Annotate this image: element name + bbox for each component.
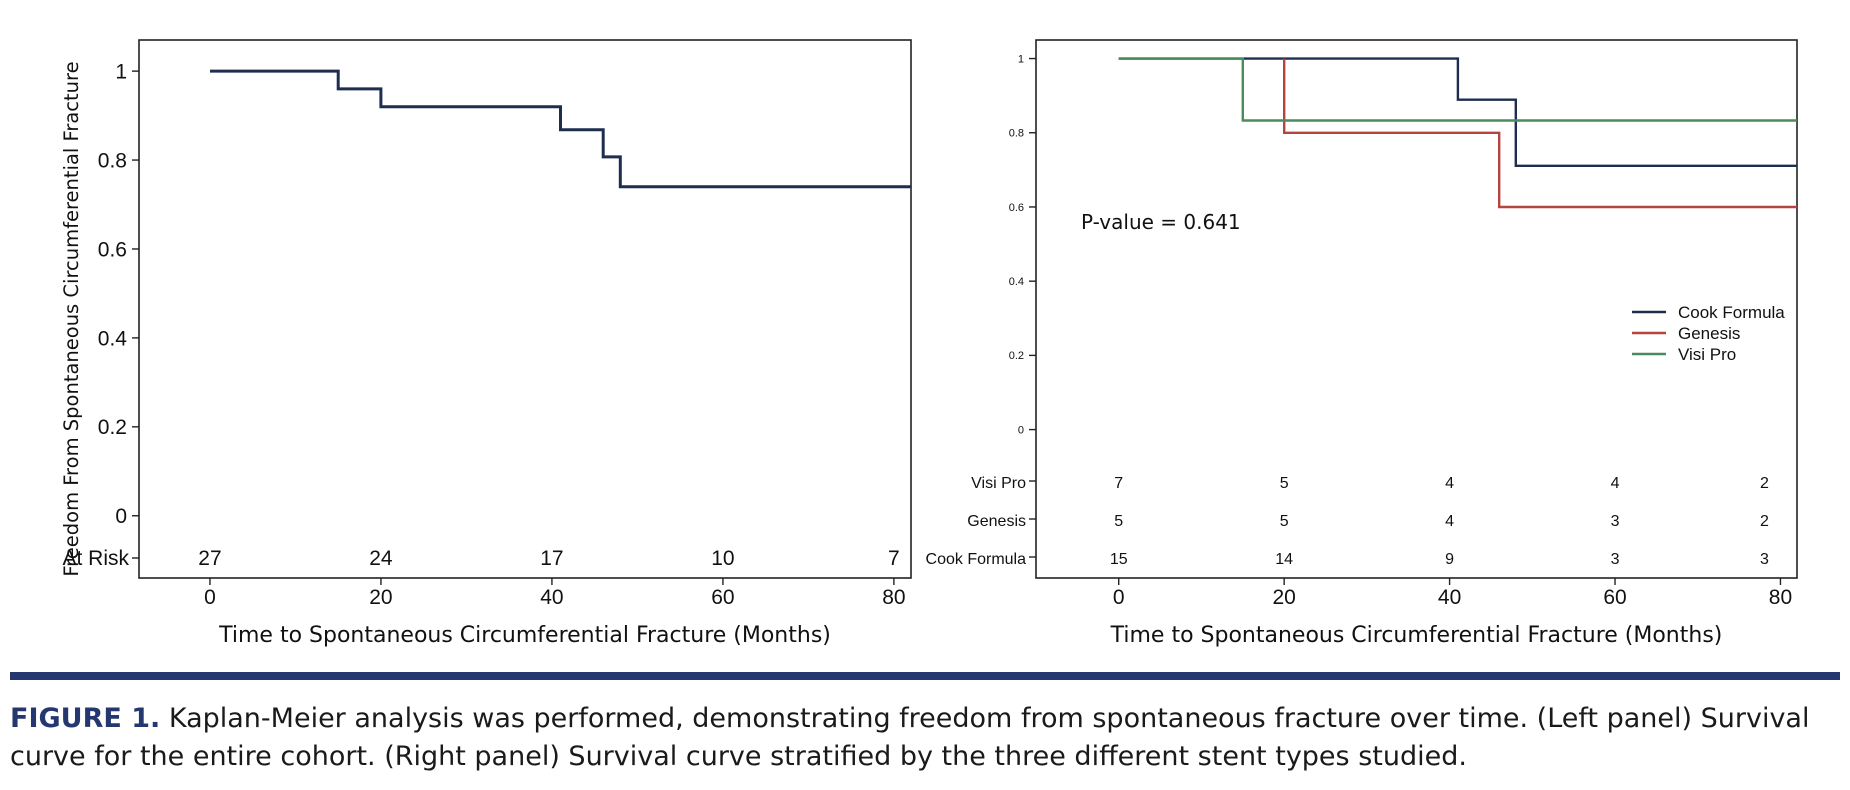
risk-count: 3 (1611, 551, 1620, 568)
legend-entry: Genesis (1678, 324, 1740, 343)
risk-count: 3 (1611, 513, 1620, 530)
series-line-cohort (210, 69, 911, 189)
risk-count: 5 (1280, 513, 1289, 530)
y-tick-label: 0 (115, 505, 127, 528)
risk-row-label: At Risk (62, 547, 129, 570)
x-tick-label: 80 (1769, 586, 1792, 609)
y-tick-label: 0.8 (1009, 128, 1024, 140)
risk-count: 5 (1280, 475, 1289, 492)
y-tick-label: 0.4 (1009, 276, 1024, 288)
x-tick-label: 0 (1113, 586, 1125, 609)
right-panel-chart: 0 0.2 0.4 0.6 0.8 1 0 20 40 60 80 Time to Spontaneo… (926, 39, 1798, 648)
y-tick-label: 0.6 (98, 238, 127, 261)
risk-row-label: Visi Pro (971, 475, 1026, 492)
figure-caption: FIGURE 1. Kaplan-Meier analysis was perf… (10, 700, 1840, 776)
risk-row-label: Cook Formula (926, 551, 1027, 568)
plot-frame (1035, 39, 1798, 579)
risk-count: 4 (1445, 513, 1454, 530)
x-tick-label: 20 (369, 586, 392, 609)
risk-row-label: Genesis (967, 513, 1026, 530)
x-tick-label: 80 (882, 586, 905, 609)
risk-count: 5 (1114, 513, 1123, 530)
risk-count: 10 (711, 547, 734, 570)
risk-count: 27 (198, 547, 221, 570)
p-value-annotation: P-value = 0.641 (1081, 210, 1241, 234)
series-line-visi-pro (1118, 57, 1797, 122)
risk-count: 7 (888, 547, 900, 570)
risk-count: 2 (1760, 475, 1769, 492)
y-tick-label: 0.6 (1009, 202, 1024, 214)
risk-count: 14 (1275, 551, 1293, 568)
risk-count: 9 (1445, 551, 1454, 568)
x-axis-label: Time to Spontaneous Circumferential Frac… (1110, 623, 1723, 648)
x-tick-label: 60 (1603, 586, 1626, 609)
y-tick-label: 0.2 (1009, 350, 1024, 362)
risk-count: 4 (1611, 475, 1620, 492)
legend-entry: Cook Formula (1678, 303, 1785, 322)
risk-count: 4 (1445, 475, 1454, 492)
x-tick-label: 40 (540, 586, 563, 609)
x-axis-label: Time to Spontaneous Circumferential Frac… (218, 623, 831, 648)
risk-count: 17 (540, 547, 563, 570)
risk-count: 7 (1114, 475, 1123, 492)
risk-count: 24 (369, 547, 393, 570)
series-line-cook-formula (1118, 57, 1797, 167)
y-axis-label: Freedom From Spontaneous Circumferential… (60, 61, 83, 576)
legend-entry: Visi Pro (1678, 345, 1736, 364)
y-tick-label: 0.8 (98, 149, 127, 172)
y-tick-label: 0 (1018, 424, 1024, 436)
risk-count: 2 (1760, 513, 1769, 530)
x-tick-label: 40 (1438, 586, 1461, 609)
risk-count: 3 (1760, 551, 1769, 568)
risk-count: 15 (1110, 551, 1128, 568)
figure-label: FIGURE 1. (10, 703, 161, 734)
caption-divider (10, 672, 1840, 680)
figure-caption-text: Kaplan-Meier analysis was performed, dem… (10, 703, 1810, 772)
x-tick-label: 60 (711, 586, 734, 609)
y-tick-label: 0.4 (98, 327, 128, 350)
x-tick-label: 20 (1272, 586, 1295, 609)
series-line-genesis (1283, 58, 1797, 209)
y-tick-label: 0.2 (98, 416, 127, 439)
y-tick-label: 1 (1018, 53, 1024, 65)
x-tick-label: 0 (204, 586, 216, 609)
plot-frame (138, 39, 912, 579)
y-tick-label: 1 (115, 60, 127, 83)
